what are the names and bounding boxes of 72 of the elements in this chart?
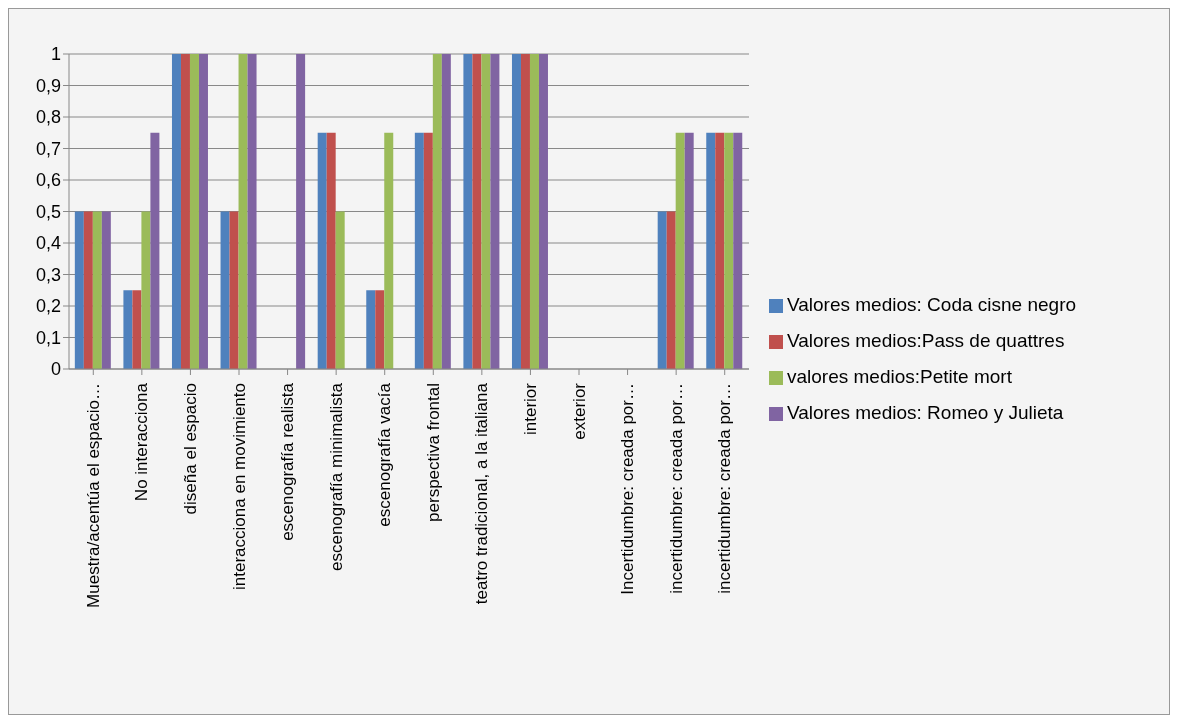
y-tick-label: 1: [50, 44, 61, 65]
x-tick-label: incertidumbre: creada por…: [715, 383, 735, 594]
bar: [441, 54, 451, 369]
bar: [74, 211, 84, 369]
bar: [366, 290, 376, 369]
x-tick-label: interior: [520, 382, 540, 435]
x-tick-label: teatro tradicional, a la italiana: [472, 382, 492, 605]
legend-label: Valores medios: Coda cisne negro: [787, 294, 1077, 315]
x-tick-label: escenografía minimalista: [326, 382, 346, 572]
bar: [326, 132, 336, 369]
bar: [180, 54, 190, 369]
bar: [123, 290, 133, 369]
bar: [238, 54, 248, 369]
legend-label: valores medios:Petite mort: [787, 366, 1012, 387]
x-tick-label: Muestra/acentúa el espacio…: [83, 383, 103, 608]
bar: [423, 132, 433, 369]
bar: [706, 132, 716, 369]
bar: [432, 54, 442, 369]
x-tick-label: interacciona en movimiento: [229, 383, 249, 590]
bar: [481, 54, 491, 369]
x-tick-label: escenografía vacía: [375, 382, 395, 527]
bar: [666, 211, 676, 369]
bar: [335, 211, 345, 369]
bar: [101, 211, 111, 369]
legend-label: Valores medios: Romeo y Julieta: [787, 402, 1064, 423]
bar: [529, 54, 539, 369]
bar: [472, 54, 482, 369]
y-tick-label: 0: [50, 359, 61, 380]
bar: [247, 54, 257, 369]
y-tick-label: 0,7: [35, 138, 61, 159]
bar: [733, 132, 743, 369]
y-tick-label: 0,9: [35, 75, 61, 96]
x-tick-label: Incertidumbre: creada por…: [618, 383, 638, 595]
bar: [150, 132, 160, 369]
bar: [375, 290, 385, 369]
x-tick-label: perspectiva frontal: [423, 383, 443, 522]
bar: [675, 132, 685, 369]
bar: [141, 211, 151, 369]
y-tick-label: 0,8: [35, 107, 61, 128]
bar: [384, 132, 394, 369]
x-tick-label: incertidumbre: creada por…: [666, 383, 686, 594]
legend-label: Valores medios:Pass de quattres: [787, 330, 1065, 351]
bar: [414, 132, 424, 369]
bar: [132, 290, 142, 369]
bar: [92, 211, 102, 369]
x-tick-label: No interacciona: [132, 382, 152, 502]
bar: [538, 54, 548, 369]
bar: [317, 132, 327, 369]
bar: [724, 132, 734, 369]
y-tick-label: 0,2: [35, 296, 61, 317]
y-tick-label: 0,6: [35, 170, 61, 191]
bar: [220, 211, 230, 369]
bar: [229, 211, 239, 369]
bar: [657, 211, 667, 369]
bar: [715, 132, 725, 369]
y-tick-label: 0,1: [35, 327, 61, 348]
y-tick-label: 0,5: [35, 201, 61, 222]
bar: [520, 54, 530, 369]
bar: [198, 54, 208, 369]
bar: [684, 132, 694, 369]
bar: [490, 54, 500, 369]
x-tick-label: escenografía realista: [278, 382, 298, 541]
bar: [171, 54, 181, 369]
y-tick-label: 0,3: [35, 264, 61, 285]
bar: [296, 54, 306, 369]
bar: [83, 211, 93, 369]
x-tick-label: exterior: [569, 382, 589, 440]
bar: [511, 54, 521, 369]
bar: [189, 54, 199, 369]
bar: [463, 54, 473, 369]
x-tick-label: diseña el espacio: [180, 383, 200, 515]
y-tick-label: 0,4: [35, 233, 61, 254]
